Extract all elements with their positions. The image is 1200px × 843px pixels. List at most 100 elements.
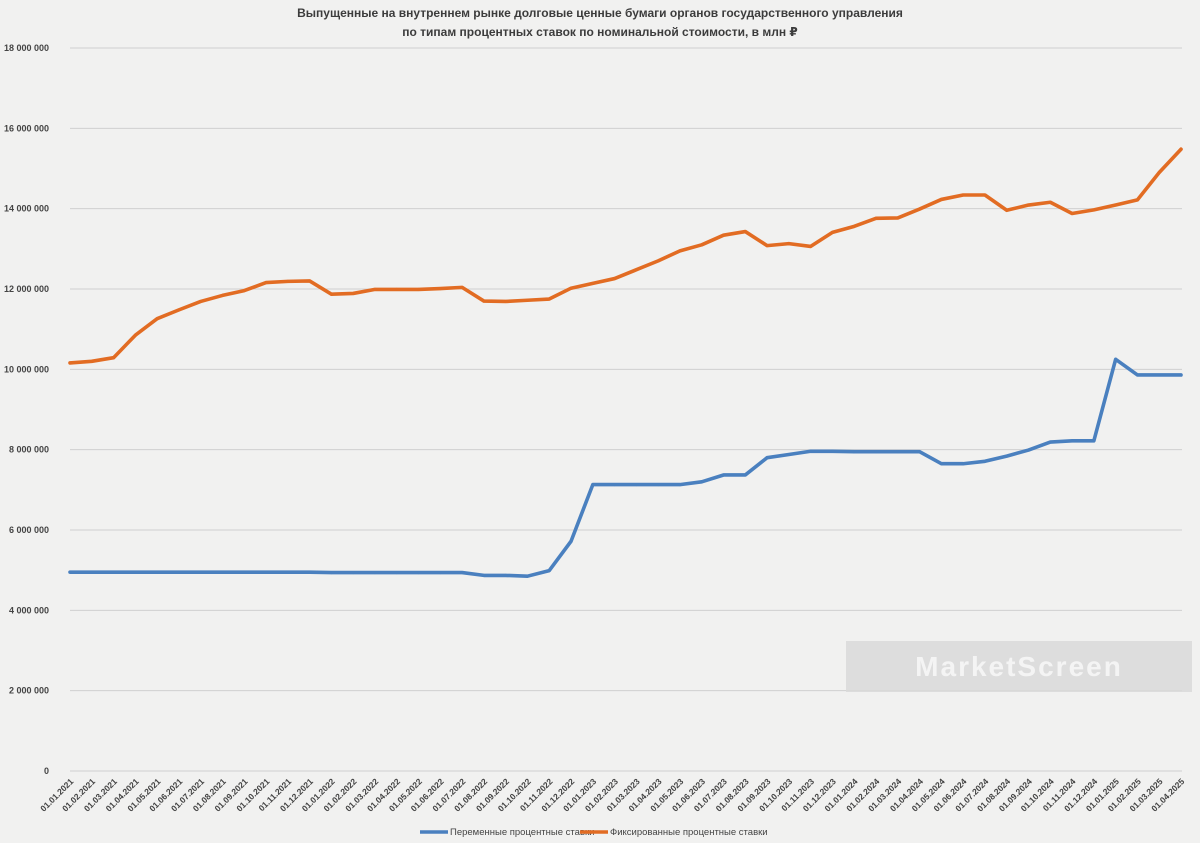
data-point xyxy=(700,243,704,247)
data-point xyxy=(613,277,617,281)
legend-label-1: Переменные процентные ставки xyxy=(450,827,594,838)
data-point xyxy=(112,570,116,574)
data-point xyxy=(133,333,137,337)
data-point xyxy=(787,242,791,246)
watermark: MarketScreen xyxy=(846,641,1192,692)
y-tick-label: 8 000 000 xyxy=(9,445,49,455)
data-point xyxy=(68,361,72,365)
data-point xyxy=(177,570,181,574)
data-point xyxy=(242,289,246,293)
data-point xyxy=(765,456,769,460)
y-tick-label: 14 000 000 xyxy=(4,204,49,214)
chart-title: Выпущенные на внутреннем рынке долговые … xyxy=(0,4,1200,42)
data-point xyxy=(395,571,399,575)
data-point xyxy=(286,570,290,574)
data-point xyxy=(395,287,399,291)
data-point xyxy=(634,268,638,272)
y-tick-label: 16 000 000 xyxy=(4,123,49,133)
data-point xyxy=(155,570,159,574)
data-point xyxy=(613,483,617,487)
data-point xyxy=(678,249,682,253)
data-point xyxy=(525,574,529,578)
data-point xyxy=(547,569,551,573)
data-point xyxy=(1070,439,1074,443)
data-point xyxy=(809,244,813,248)
data-point xyxy=(525,298,529,302)
data-point xyxy=(1114,357,1118,361)
data-point xyxy=(1135,198,1139,202)
legend-label-2: Фиксированные процентные ставки xyxy=(610,827,768,838)
data-point xyxy=(177,308,181,312)
data-point xyxy=(286,279,290,283)
data-point xyxy=(765,244,769,248)
data-point xyxy=(504,573,508,577)
data-point xyxy=(918,207,922,211)
y-tick-label: 2 000 000 xyxy=(9,686,49,696)
data-point xyxy=(722,473,726,477)
data-point xyxy=(743,473,747,477)
data-point xyxy=(743,230,747,234)
data-point xyxy=(460,285,464,289)
data-point xyxy=(199,299,203,303)
data-point xyxy=(373,287,377,291)
data-point xyxy=(482,299,486,303)
chart-subtitle: по типам процентных ставок по номинально… xyxy=(402,25,798,39)
data-point xyxy=(874,216,878,220)
data-point xyxy=(983,459,987,463)
series-line-2 xyxy=(68,147,1183,365)
data-point xyxy=(242,570,246,574)
data-point xyxy=(918,450,922,454)
data-point xyxy=(1135,373,1139,377)
data-point xyxy=(112,356,116,360)
data-point xyxy=(1157,373,1161,377)
data-point xyxy=(1070,211,1074,215)
data-point xyxy=(308,570,312,574)
data-point xyxy=(591,483,595,487)
data-point xyxy=(939,462,943,466)
data-point xyxy=(220,570,224,574)
y-tick-label: 10 000 000 xyxy=(4,364,49,374)
data-point xyxy=(1027,203,1031,207)
data-point xyxy=(852,450,856,454)
data-point xyxy=(133,570,137,574)
y-tick-label: 4 000 000 xyxy=(9,605,49,615)
data-point xyxy=(961,193,965,197)
series-line-1 xyxy=(68,357,1183,578)
data-point xyxy=(983,193,987,197)
data-point xyxy=(351,291,355,295)
data-point xyxy=(830,449,834,453)
data-point xyxy=(155,317,159,321)
data-point xyxy=(264,281,268,285)
data-point xyxy=(417,287,421,291)
data-point xyxy=(591,281,595,285)
data-point xyxy=(830,230,834,234)
data-point xyxy=(961,462,965,466)
data-point xyxy=(482,573,486,577)
data-point xyxy=(1027,448,1031,452)
data-point xyxy=(569,286,573,290)
chart-legend: Переменные процентные ставки Фиксированны… xyxy=(420,827,768,838)
data-point xyxy=(1005,208,1009,212)
data-point xyxy=(1114,203,1118,207)
data-point xyxy=(1005,454,1009,458)
y-tick-label: 6 000 000 xyxy=(9,525,49,535)
data-point xyxy=(787,452,791,456)
y-axis-ticks: 0 2 000 000 4 000 000 6 000 000 8 000 000 10 … xyxy=(4,43,49,776)
data-point xyxy=(90,359,94,363)
data-point xyxy=(1179,147,1183,151)
data-point xyxy=(656,259,660,263)
data-point xyxy=(199,570,203,574)
series-points-1 xyxy=(68,357,1183,578)
data-point xyxy=(1092,208,1096,212)
data-point xyxy=(373,571,377,575)
data-point xyxy=(547,297,551,301)
data-point xyxy=(68,570,72,574)
data-point xyxy=(896,450,900,454)
data-point xyxy=(1092,439,1096,443)
chart-series xyxy=(68,147,1183,578)
data-point xyxy=(417,571,421,575)
data-point xyxy=(852,224,856,228)
data-point xyxy=(1048,200,1052,204)
data-point xyxy=(1048,440,1052,444)
